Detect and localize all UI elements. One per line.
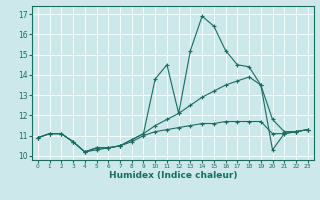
X-axis label: Humidex (Indice chaleur): Humidex (Indice chaleur) — [108, 171, 237, 180]
